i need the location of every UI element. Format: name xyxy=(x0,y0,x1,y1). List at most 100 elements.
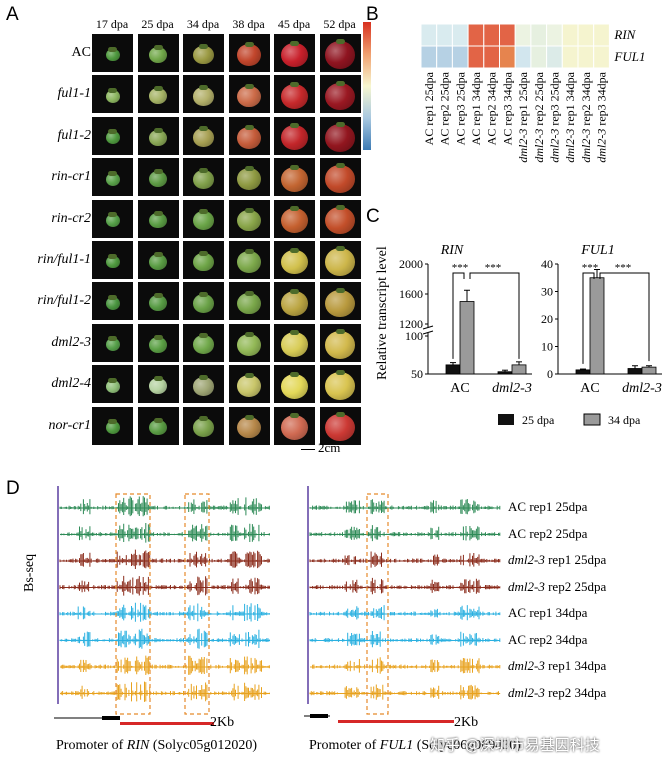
fruit xyxy=(149,129,167,146)
fruit xyxy=(105,214,120,228)
fruit-photo xyxy=(137,406,179,445)
dpa-col-label: 17 dpa xyxy=(95,17,129,31)
calyx xyxy=(153,293,163,299)
fruit xyxy=(237,126,261,149)
scale-label: 2cm xyxy=(318,440,341,455)
methylation-track-rin xyxy=(59,628,270,649)
calyx xyxy=(199,43,208,49)
fruit xyxy=(105,296,120,310)
dmr-highlight-box xyxy=(366,493,389,715)
heatmap-row-label: RIN xyxy=(613,27,636,42)
calyx xyxy=(244,331,254,337)
fruit xyxy=(193,335,214,355)
dpa-col-label: 38 dpa xyxy=(232,17,265,31)
y-axis-label: Relative transcript level xyxy=(375,246,390,380)
heatmap-cell xyxy=(499,45,516,69)
fruit-photo xyxy=(183,199,224,238)
calyx xyxy=(108,87,117,93)
fruit xyxy=(193,211,214,230)
sig-marker: *** xyxy=(485,262,502,274)
fruit xyxy=(149,336,167,353)
promoter-rin-id: (Solyc05g012020) xyxy=(149,738,258,753)
category-label: dml2-3 xyxy=(492,381,532,396)
fruit xyxy=(281,373,308,399)
track-label: dml2-3 rep1 34dpa xyxy=(508,658,607,673)
fruit-photo xyxy=(228,241,270,279)
calyx xyxy=(335,39,345,45)
fruit-photo xyxy=(319,116,361,155)
fruit-photo xyxy=(228,116,270,155)
track-label: dml2-3 rep2 34dpa xyxy=(508,684,607,700)
calyx xyxy=(108,294,117,300)
fruit xyxy=(237,209,261,232)
fruit xyxy=(149,254,167,270)
watermark: 知乎 @深圳市易基因科技 xyxy=(430,736,600,754)
promoter-rin-pre: Promoter of xyxy=(56,738,127,753)
calyx xyxy=(335,287,345,293)
dpa-col-label: 52 dpa xyxy=(323,17,356,31)
fruit-photo xyxy=(137,34,179,72)
genotype-label: rin/ful1-2 xyxy=(37,293,91,309)
fruit-photo xyxy=(274,199,315,238)
methylation-track-rin xyxy=(60,523,270,543)
heatmap-cell xyxy=(593,23,610,47)
genotype-label: ful1-1 xyxy=(57,86,91,102)
fruit xyxy=(193,418,214,437)
genotype-label: AC xyxy=(71,45,91,60)
y-tick-label: 10 xyxy=(541,340,553,354)
heatmap-col-label: dml2-3 rep2 25dpa xyxy=(532,71,546,162)
calyx xyxy=(108,46,117,52)
calyx xyxy=(108,212,117,218)
heatmap-cell xyxy=(467,45,485,69)
calyx xyxy=(290,82,299,88)
transcript-bar-charts: Relative transcript level RIN50100120016… xyxy=(375,243,662,427)
calyx xyxy=(199,374,208,380)
calyx xyxy=(244,83,254,89)
fruit xyxy=(325,289,355,318)
fruit-photo xyxy=(183,406,224,445)
heatmap-cell xyxy=(514,45,532,69)
chart-title: RIN xyxy=(440,243,464,258)
fruit-photo xyxy=(228,34,270,72)
heatmap-cell xyxy=(561,23,579,47)
calyx xyxy=(153,210,163,216)
fruit-photo xyxy=(274,34,315,72)
genotype-label: ful1-2 xyxy=(57,127,91,143)
sig-bracket xyxy=(452,272,465,359)
heatmap-row-label: FUL1 xyxy=(613,49,645,64)
heatmap-col-label: AC rep2 25dpa xyxy=(438,71,452,145)
calyx xyxy=(244,207,254,213)
y-tick-label: 2000 xyxy=(399,257,423,271)
calyx xyxy=(290,40,299,46)
calyx xyxy=(108,170,117,176)
scale-2kb-rin: 2Kb xyxy=(210,715,235,730)
fruit xyxy=(237,251,261,273)
calyx xyxy=(108,129,117,135)
y-tick-label: 0 xyxy=(547,367,553,381)
fruit-photo xyxy=(137,241,179,279)
calyx xyxy=(199,126,208,132)
genotype-label: rin/ful1-1 xyxy=(37,252,91,267)
y-tick-label: 100 xyxy=(405,329,423,343)
heatmap-cell xyxy=(451,45,469,69)
promoter-ful1-id: (Solyc06g069430) xyxy=(413,738,521,753)
gene-exon xyxy=(310,714,328,718)
genotype-label: nor-cr1 xyxy=(48,417,92,433)
calyx xyxy=(153,417,163,423)
fruit xyxy=(281,415,308,440)
legend-label: 25 dpa xyxy=(522,413,555,427)
calyx xyxy=(108,336,117,342)
fruit-photo xyxy=(137,116,179,155)
fruit-photo xyxy=(319,199,361,238)
calyx xyxy=(153,127,163,133)
fruit-photo xyxy=(183,365,224,404)
legend-swatch-34dpa xyxy=(583,413,601,426)
fruit-photo xyxy=(274,323,315,362)
heatmap-col-label: dml2-3 rep3 34dpa xyxy=(595,71,609,162)
fruit-photo xyxy=(319,323,361,362)
calyx xyxy=(335,121,345,127)
legend-label: 34 dpa xyxy=(608,413,641,427)
fruit-photo xyxy=(183,116,224,155)
fruit-photo xyxy=(92,241,133,279)
track-label: AC rep1 25dpa xyxy=(508,499,588,514)
